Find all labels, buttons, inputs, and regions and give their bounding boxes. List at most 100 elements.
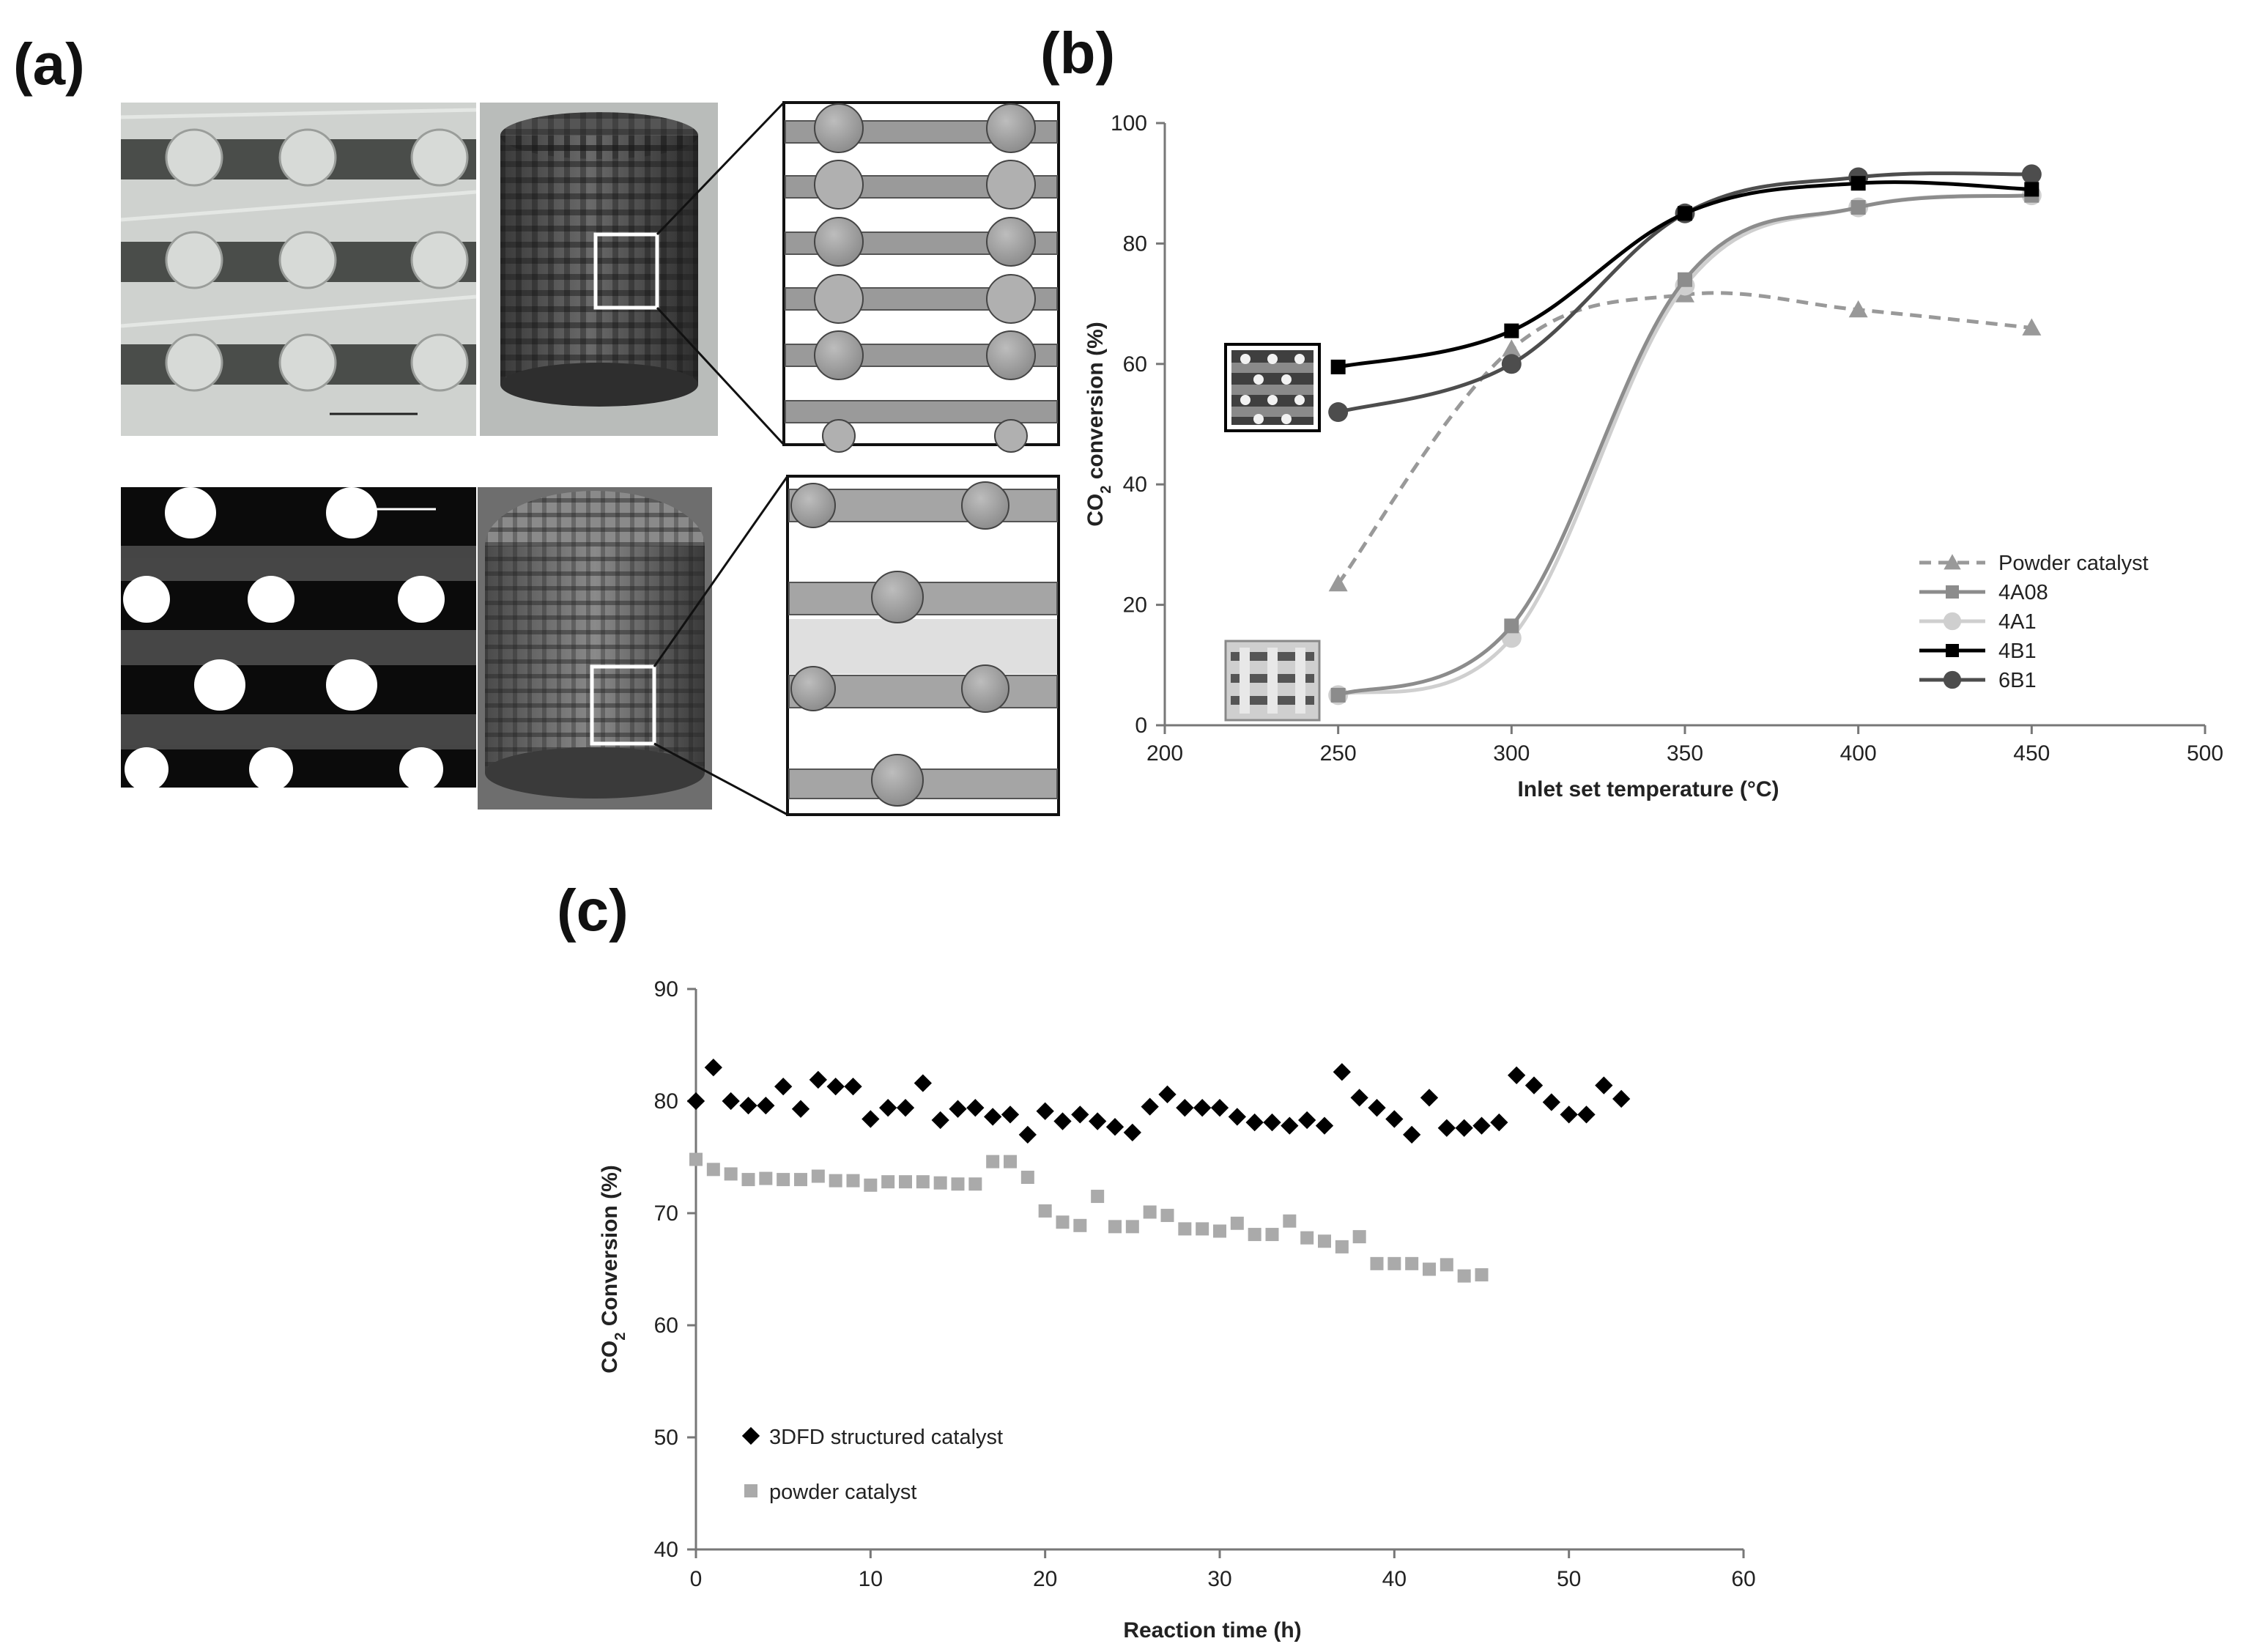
- chart-c-point-powder: [1457, 1269, 1471, 1283]
- chart-c-point-structured: [1403, 1125, 1421, 1144]
- chart-b-legend-swatch-marker: [1944, 554, 1961, 570]
- chart-c-point-powder: [1265, 1228, 1279, 1242]
- micrograph-bottom: [121, 487, 476, 791]
- chart-b-x-tick-label: 250: [1320, 741, 1357, 766]
- chart-b-y-tick-label: 100: [1111, 111, 1147, 136]
- chart-c-legend: 3DFD structured catalyst powder catalyst: [741, 1426, 1003, 1504]
- chart-b-point-4a08: [1330, 687, 1346, 703]
- chart-c-x-tick-label: 20: [1033, 1567, 1057, 1591]
- chart-b-legend-label: 4B1: [1998, 640, 2037, 663]
- chart-b-x-tick-label: 450: [2013, 741, 2050, 766]
- chart-c-point-structured: [896, 1099, 915, 1117]
- chart-c-y-axis-title: CO2 Conversion (%): [598, 1165, 629, 1373]
- chart-c-point-powder: [1125, 1220, 1139, 1234]
- chart-b-y-axis-title: CO2 conversion (%): [1083, 322, 1114, 527]
- chart-c-point-structured: [1524, 1076, 1544, 1094]
- chart-b-legend-label: 4A1: [1998, 610, 2037, 634]
- chart-c-x-tick-label: 60: [1731, 1567, 1755, 1591]
- chart-c-y-tick-label: 50: [654, 1426, 678, 1450]
- chart-c-point-structured: [722, 1092, 740, 1111]
- chart-c-point-powder: [829, 1174, 842, 1188]
- chart-b-legend: Powder catalyst 4A08 4A1 4B1 6B1: [1919, 552, 2149, 692]
- zoom-connector: [653, 742, 788, 816]
- chart-c-point-powder: [1370, 1256, 1384, 1270]
- chart-c-point-structured: [1542, 1093, 1560, 1111]
- micrograph-top: [120, 103, 477, 436]
- chart-c-point-structured: [1123, 1123, 1141, 1141]
- zoom-connector: [656, 306, 785, 446]
- chart-c-x-tick-label: 10: [859, 1567, 883, 1591]
- chart-c-point-structured: [914, 1074, 932, 1092]
- chart-c-point-powder: [1020, 1171, 1034, 1185]
- chart-b-x-tick-label: 300: [1493, 741, 1530, 766]
- chart-c-point-structured: [1176, 1099, 1194, 1117]
- chart-b-legend-label: 6B1: [1998, 669, 2037, 692]
- chart-c-point-structured: [1228, 1108, 1246, 1126]
- chart-c-point-powder: [1196, 1222, 1209, 1236]
- chart-c-x-tick-label: 0: [690, 1567, 703, 1591]
- chart-c-y-tick-label: 80: [654, 1089, 678, 1114]
- zoom-connector: [653, 475, 789, 667]
- chart-c-point-powder: [916, 1175, 930, 1189]
- chart-c-y-axis-title-part: 2: [612, 1333, 629, 1341]
- chart-c-point-structured: [1036, 1102, 1054, 1120]
- chart-c: 40 50 60 70 80 90 0 10 20 30 40 50 60 Reaction time (…: [598, 977, 1756, 1642]
- chart-c-point-powder: [933, 1176, 947, 1190]
- chart-c-point-powder: [759, 1171, 773, 1185]
- chart-c-point-powder: [794, 1173, 807, 1187]
- chart-c-point-structured: [1385, 1110, 1404, 1128]
- chart-c-x-tick-label: 40: [1382, 1567, 1407, 1591]
- chart-c-legend-swatch: [744, 1484, 757, 1497]
- chart-c-point-powder: [741, 1173, 755, 1187]
- chart-c-x-tick-label: 50: [1557, 1567, 1581, 1591]
- inset-b-or-6b1-structure: [1224, 343, 1321, 432]
- chart-c-point-powder: [1387, 1256, 1401, 1270]
- chart-c-point-structured: [826, 1077, 845, 1096]
- chart-c-point-structured: [1595, 1076, 1613, 1094]
- chart-b-y-tick-label: 80: [1123, 231, 1147, 256]
- schematic-top: [782, 101, 1060, 453]
- chart-c-point-powder: [777, 1173, 790, 1187]
- chart-b-ticks: 0 20 40 60 80 100 200 250 300 350 400 450 500 Inlet s…: [1083, 111, 2223, 801]
- chart-c-point-powder: [1091, 1190, 1105, 1204]
- chart-c-point-powder: [1352, 1230, 1366, 1244]
- chart-c-point-structured: [984, 1108, 1002, 1126]
- chart-c-point-powder: [1038, 1204, 1052, 1218]
- chart-c-y-tick-label: 90: [654, 977, 678, 1001]
- chart-c-x-axis-title: Reaction time (h): [1123, 1618, 1301, 1642]
- chart-c-point-powder: [1283, 1214, 1297, 1228]
- chart-c-point-powder: [1143, 1205, 1157, 1219]
- chart-c-y-axis-title-part: CO: [598, 1341, 622, 1374]
- panel-label-b: (b): [1040, 21, 1115, 86]
- chart-c-point-structured: [791, 1100, 810, 1118]
- chart-c-point-powder: [899, 1175, 912, 1189]
- chart-c-point-powder: [1318, 1234, 1331, 1248]
- chart-c-point-structured: [739, 1096, 757, 1115]
- chart-c-point-structured: [1210, 1099, 1229, 1117]
- zoom-connector: [656, 101, 785, 236]
- chart-c-point-structured: [1298, 1111, 1316, 1130]
- panel-label-c: (c): [557, 878, 629, 943]
- chart-c-x-tick-label: 30: [1207, 1567, 1231, 1591]
- chart-b-legend-swatch-marker: [1943, 670, 1962, 689]
- chart-b-point-6b1: [1328, 402, 1349, 423]
- chart-c-point-structured: [1420, 1089, 1439, 1107]
- chart-b-legend-swatch-marker: [1943, 612, 1962, 631]
- chart-b-legend-label: Powder catalyst: [1998, 552, 2149, 575]
- chart-c-point-structured: [1281, 1116, 1299, 1135]
- chart-c-point-powder: [1440, 1258, 1453, 1272]
- chart-b-point-4b1: [2024, 182, 2039, 197]
- chart-b-y-tick-label: 60: [1123, 352, 1147, 377]
- chart-c-point-powder: [968, 1177, 982, 1191]
- panel-label-a: (a): [13, 32, 85, 97]
- chart-b: 0 20 40 60 80 100 200 250 300 350 400 450 500 Inlet s…: [1083, 111, 2223, 801]
- chart-c-point-structured: [966, 1099, 985, 1117]
- chart-b-series-line-powder-catalyst: [1336, 291, 2032, 585]
- chart-c-ticks: 40 50 60 70 80 90 0 10 20 30 40 50 60 Reaction time (…: [598, 977, 1756, 1642]
- chart-c-point-powder: [1004, 1155, 1017, 1168]
- chart-c-point-powder: [1475, 1268, 1489, 1282]
- chart-c-point-structured: [1158, 1085, 1177, 1103]
- chart-b-point-4b1: [1330, 359, 1346, 374]
- chart-c-point-structured: [1333, 1063, 1351, 1081]
- chart-c-point-structured: [1455, 1119, 1473, 1137]
